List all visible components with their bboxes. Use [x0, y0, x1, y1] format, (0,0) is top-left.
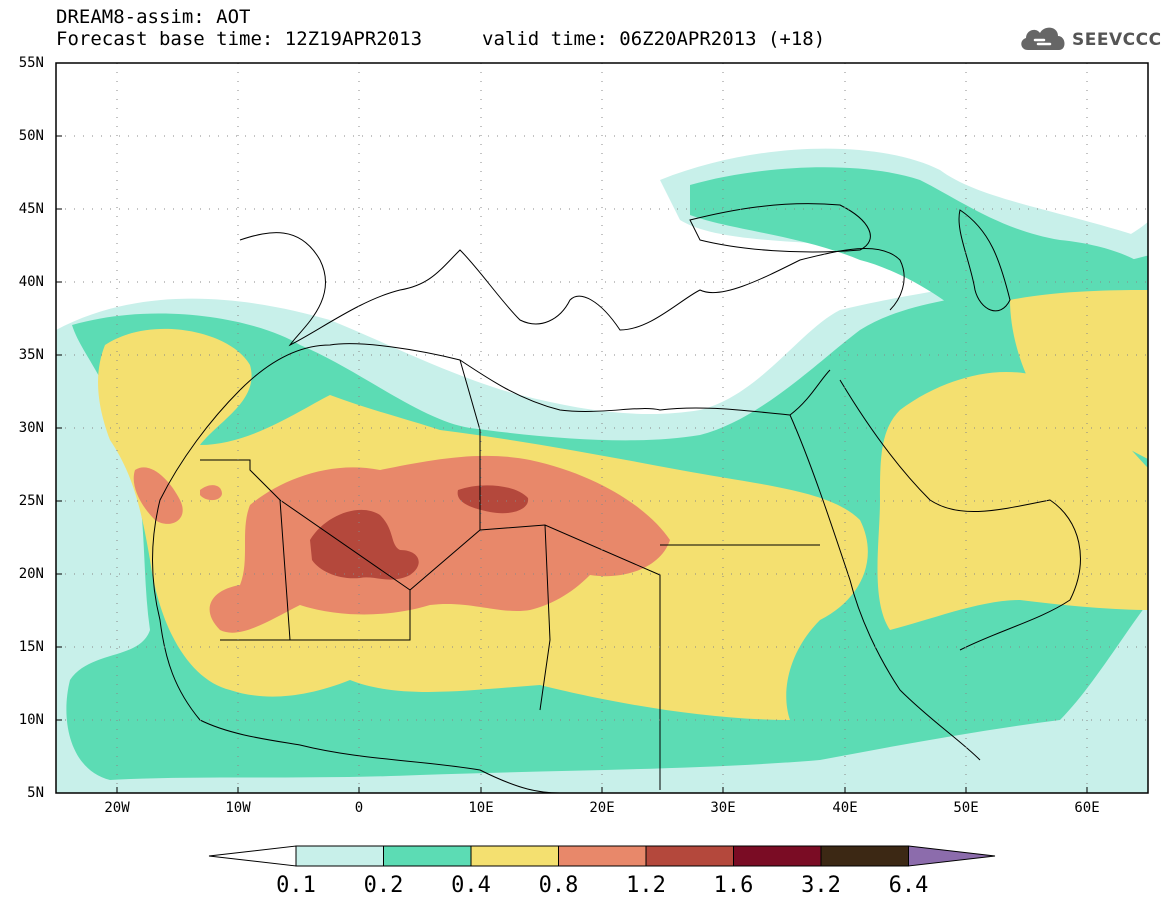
- lon-label: 60E: [1074, 800, 1100, 816]
- lat-label: 40N: [18, 274, 44, 290]
- colorbar-label: 1.6: [713, 873, 754, 898]
- colorbar-under-arrow: [208, 845, 297, 867]
- lon-label: 40E: [832, 800, 858, 816]
- lon-label: 50E: [953, 800, 979, 816]
- cloud-icon: [1021, 27, 1065, 50]
- colorbar-swatch-0.4: [470, 845, 559, 867]
- lon-label: 20E: [589, 800, 615, 816]
- lon-label: 30E: [710, 800, 736, 816]
- product-title: DREAM8-assim: AOT: [56, 6, 251, 28]
- colorbar-swatch-0.1: [295, 845, 384, 867]
- lon-label: 0: [354, 800, 364, 816]
- aot-level-1.2: [310, 485, 529, 580]
- axis-ticks: [56, 62, 1088, 793]
- colorbar-label: 1.2: [626, 873, 666, 898]
- lat-label: 20N: [18, 566, 44, 582]
- lat-label: 30N: [18, 420, 44, 436]
- colorbar-over-arrow: [908, 845, 996, 867]
- lat-label: 5N: [27, 785, 44, 801]
- lat-label: 45N: [18, 201, 44, 217]
- lat-label: 10N: [18, 712, 44, 728]
- lat-label: 15N: [18, 639, 44, 655]
- lat-lon-grid: [56, 63, 1148, 793]
- colorbar-label: 0.1: [276, 873, 316, 898]
- colorbar-swatch-1.6: [733, 845, 822, 867]
- colorbar-label: 0.2: [363, 873, 404, 898]
- lat-label: 35N: [18, 347, 44, 363]
- colorbar-label: 3.2: [801, 873, 841, 898]
- aot-level-0.8: [133, 455, 670, 633]
- lat-label: 50N: [18, 128, 44, 144]
- colorbar-label: 0.4: [451, 873, 491, 898]
- lat-label: 25N: [18, 493, 44, 509]
- seevccc-logo: SEEVCCC: [1018, 22, 1161, 58]
- lon-label: 10W: [225, 800, 251, 816]
- valid-time: valid time: 06Z20APR2013 (+18): [482, 28, 826, 50]
- colorbar: [208, 845, 996, 867]
- logo-text: SEEVCCC: [1072, 30, 1162, 50]
- colorbar-swatch-0.2: [383, 845, 472, 867]
- colorbar-swatch-1.2: [645, 845, 734, 867]
- forecast-base-time: Forecast base time: 12Z19APR2013: [56, 28, 423, 50]
- colorbar-swatch-0.8: [558, 845, 647, 867]
- lon-label: 20W: [104, 800, 130, 816]
- coastlines: [152, 203, 1081, 793]
- lat-label: 55N: [18, 55, 44, 71]
- colorbar-swatch-3.2: [820, 845, 909, 867]
- lon-label: 10E: [468, 800, 494, 816]
- colorbar-label: 6.4: [888, 873, 929, 898]
- colorbar-label: 0.8: [538, 873, 579, 898]
